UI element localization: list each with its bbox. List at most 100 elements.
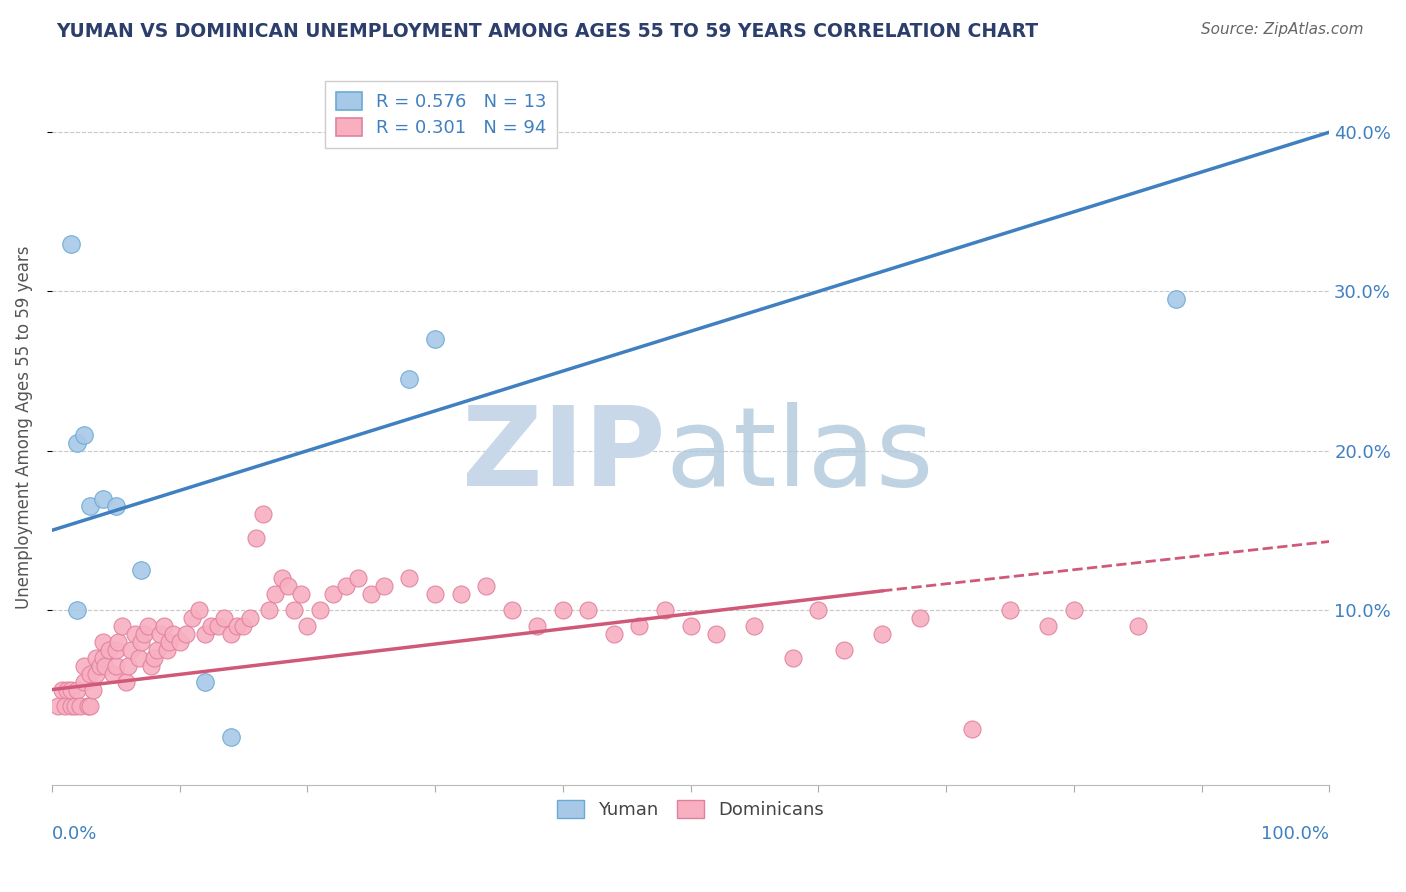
Point bbox=[104, 642, 127, 657]
Point bbox=[309, 603, 332, 617]
Point bbox=[270, 571, 292, 585]
Text: Source: ZipAtlas.com: Source: ZipAtlas.com bbox=[1201, 22, 1364, 37]
Point bbox=[73, 658, 96, 673]
Point bbox=[283, 603, 305, 617]
Point bbox=[136, 619, 159, 633]
Point bbox=[53, 698, 76, 713]
Point bbox=[551, 603, 574, 617]
Point bbox=[66, 603, 89, 617]
Point bbox=[423, 587, 446, 601]
Point bbox=[807, 603, 830, 617]
Point bbox=[63, 698, 86, 713]
Point bbox=[86, 650, 108, 665]
Point bbox=[104, 500, 127, 514]
Point bbox=[245, 531, 267, 545]
Point bbox=[1164, 293, 1187, 307]
Point bbox=[239, 611, 262, 625]
Point bbox=[226, 619, 249, 633]
Point bbox=[169, 635, 191, 649]
Point bbox=[264, 587, 287, 601]
Point bbox=[157, 635, 180, 649]
Point bbox=[101, 666, 124, 681]
Point bbox=[89, 658, 111, 673]
Point bbox=[129, 563, 152, 577]
Text: 100.0%: 100.0% bbox=[1261, 825, 1329, 843]
Point bbox=[576, 603, 599, 617]
Point bbox=[156, 642, 179, 657]
Point bbox=[69, 698, 91, 713]
Point bbox=[120, 642, 142, 657]
Point bbox=[910, 611, 932, 625]
Point bbox=[51, 682, 73, 697]
Point bbox=[526, 619, 548, 633]
Point bbox=[94, 658, 117, 673]
Y-axis label: Unemployment Among Ages 55 to 59 years: Unemployment Among Ages 55 to 59 years bbox=[15, 245, 32, 608]
Point bbox=[46, 698, 69, 713]
Point bbox=[117, 658, 139, 673]
Point bbox=[1063, 603, 1085, 617]
Point bbox=[1038, 619, 1060, 633]
Point bbox=[219, 731, 242, 745]
Point bbox=[257, 603, 280, 617]
Point bbox=[115, 674, 138, 689]
Point bbox=[322, 587, 344, 601]
Point bbox=[704, 627, 727, 641]
Point bbox=[232, 619, 254, 633]
Point bbox=[66, 435, 89, 450]
Point bbox=[998, 603, 1021, 617]
Point bbox=[79, 666, 101, 681]
Point bbox=[79, 698, 101, 713]
Point bbox=[423, 332, 446, 346]
Point bbox=[128, 650, 150, 665]
Point bbox=[654, 603, 676, 617]
Point bbox=[960, 723, 983, 737]
Point bbox=[187, 603, 209, 617]
Point bbox=[679, 619, 702, 633]
Point bbox=[59, 236, 82, 251]
Point bbox=[501, 603, 523, 617]
Point bbox=[124, 627, 146, 641]
Point bbox=[73, 674, 96, 689]
Point bbox=[219, 627, 242, 641]
Point bbox=[174, 627, 197, 641]
Point bbox=[373, 579, 395, 593]
Point bbox=[194, 674, 217, 689]
Point bbox=[73, 427, 96, 442]
Text: YUMAN VS DOMINICAN UNEMPLOYMENT AMONG AGES 55 TO 59 YEARS CORRELATION CHART: YUMAN VS DOMINICAN UNEMPLOYMENT AMONG AG… bbox=[56, 22, 1039, 41]
Point bbox=[66, 682, 89, 697]
Text: atlas: atlas bbox=[665, 402, 934, 509]
Point bbox=[398, 571, 420, 585]
Point bbox=[398, 372, 420, 386]
Point bbox=[181, 611, 204, 625]
Point bbox=[277, 579, 299, 593]
Point bbox=[628, 619, 651, 633]
Point bbox=[153, 619, 176, 633]
Point bbox=[744, 619, 766, 633]
Point bbox=[450, 587, 472, 601]
Point bbox=[297, 619, 319, 633]
Point bbox=[132, 627, 155, 641]
Point bbox=[86, 666, 108, 681]
Point bbox=[603, 627, 626, 641]
Point bbox=[141, 658, 163, 673]
Point bbox=[91, 635, 114, 649]
Point bbox=[347, 571, 370, 585]
Point bbox=[59, 698, 82, 713]
Legend: Yuman, Dominicans: Yuman, Dominicans bbox=[550, 792, 831, 826]
Point bbox=[82, 682, 104, 697]
Point bbox=[111, 619, 134, 633]
Point bbox=[91, 491, 114, 506]
Point bbox=[1126, 619, 1149, 633]
Point bbox=[91, 650, 114, 665]
Point bbox=[129, 635, 152, 649]
Point bbox=[56, 682, 79, 697]
Point bbox=[360, 587, 382, 601]
Point bbox=[76, 698, 98, 713]
Point bbox=[79, 500, 101, 514]
Point bbox=[162, 627, 184, 641]
Point bbox=[782, 650, 804, 665]
Point bbox=[212, 611, 235, 625]
Point bbox=[149, 627, 172, 641]
Point bbox=[59, 682, 82, 697]
Point bbox=[207, 619, 229, 633]
